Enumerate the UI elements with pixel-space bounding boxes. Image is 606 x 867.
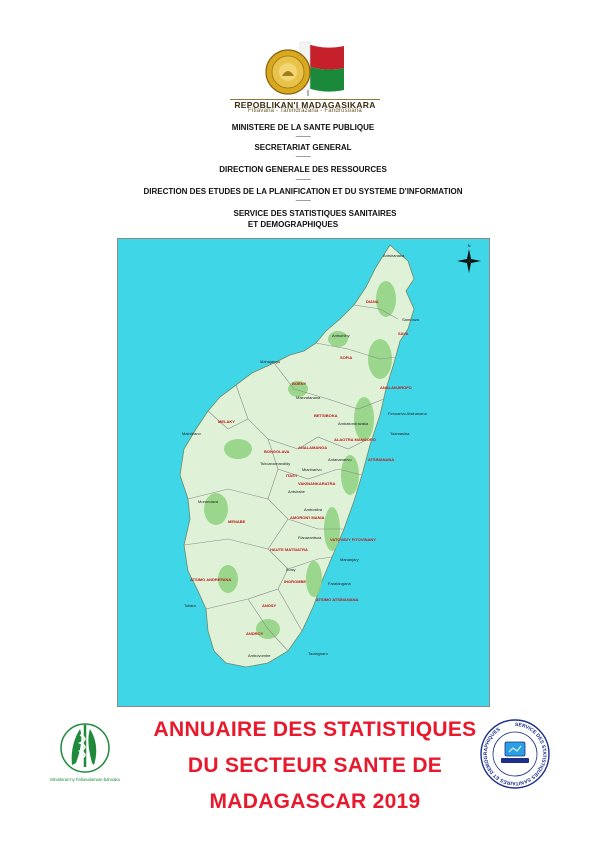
region-label: MENABE	[228, 519, 246, 524]
city-label: Ambatondrazaka	[338, 421, 369, 426]
city-label: Ihosy	[286, 567, 296, 572]
city-label: Fianarantsoa	[298, 535, 322, 540]
secretariat-name: SECRETARIAT GENERAL	[254, 143, 352, 152]
separator: ----------	[295, 177, 311, 183]
separator: ----------	[295, 198, 311, 204]
city-label: Toliara	[184, 603, 197, 608]
report-title-line3: MADAGASCAR 2019	[209, 790, 421, 813]
map-canvas: N Antsiranana Sambava Antsohihy Mahajang…	[179, 243, 481, 668]
region-label: VATOVAVY FITOVINANY	[330, 537, 376, 542]
region-label: HAUTE MATSIATRA	[270, 547, 308, 552]
report-title-line1: ANNUAIRE DES STATISTIQUES	[153, 718, 477, 741]
region-label: ATSIMO ATSINANANA	[316, 597, 358, 602]
city-label: Fenoarivo Atsinanana	[388, 411, 427, 416]
direction-general-name: DIRECTION GENERALE DES RESSOURCES	[219, 165, 387, 174]
region-label: BETSIBOKA	[314, 413, 338, 418]
region-label: DIANA	[366, 299, 379, 304]
city-label: Maintirano	[182, 431, 201, 436]
city-label: Sambava	[402, 317, 420, 322]
city-label: Antsirabe	[288, 489, 306, 494]
direction-studies-name: DIRECTION DES ETUDES DE LA PLANIFICATION…	[143, 187, 463, 196]
city-label: Tsiroanomandidy	[260, 461, 290, 466]
region-label: ATSINANANA	[368, 457, 394, 462]
report-title-line2: DU SECTEUR SANTE DE	[187, 754, 443, 777]
ministry-logo-caption: Ministeran'ny Fahasalamam-bahoaka	[50, 777, 120, 782]
service-statistics-logo: SERVICE DES STATISTIQUES SANITAIRES ET D…	[480, 719, 550, 789]
city-label: Mahajanga	[260, 359, 281, 364]
republic-seal-flag-logo	[265, 41, 344, 96]
region-label: ITASY	[286, 473, 298, 478]
region-label: SAVA	[398, 331, 409, 336]
city-label: Maevatanana	[296, 395, 321, 400]
region-label: ATSIMO ANDREFANA	[190, 577, 231, 582]
city-label: Antananarivo	[328, 457, 352, 462]
ministry-health-logo: Ministeran'ny Fahasalamam-bahoaka	[50, 723, 120, 782]
region-label: ANDROY	[246, 631, 264, 636]
region-label: BONGOLAVA	[264, 449, 290, 454]
city-label: Morondava	[198, 499, 219, 504]
city-labels: Antsiranana Sambava Antsohihy Mahajanga …	[182, 253, 427, 658]
service-name-line1: SERVICE DES STATISTIQUES SANITAIRES	[233, 209, 397, 218]
city-label: Ambositra	[304, 507, 323, 512]
region-label: BOENY	[292, 381, 307, 386]
city-label: Toamasina	[390, 431, 410, 436]
island-shape	[179, 244, 415, 668]
service-name-line2: ET DEMOGRAPHIQUES	[247, 220, 339, 229]
svg-text:N: N	[468, 243, 471, 248]
region-label: AMORON'I MANIA	[290, 515, 325, 520]
ministry-name: MINISTERE DE LA SANTE PUBLIQUE	[231, 123, 375, 132]
city-label: Miarinarivo	[302, 467, 322, 472]
separator: ----------	[295, 154, 311, 160]
region-label: ANALANJIROFO	[380, 385, 412, 390]
region-label: MELAKY	[218, 419, 235, 424]
region-boundaries	[183, 304, 399, 652]
compass-rose-icon: N	[457, 243, 481, 273]
republic-name: REPOBLIKAN'I MADAGASIKARA	[234, 100, 376, 110]
forest-patches	[204, 281, 396, 639]
city-label: Mananjary	[340, 557, 359, 562]
region-label: ANOSY	[262, 603, 277, 608]
republic-motto: Fitiavana - Tanindrazana - Fandrosoana	[248, 108, 362, 114]
madagascar-map: N Antsiranana Sambava Antsohihy Mahajang…	[117, 238, 490, 707]
city-label: Ambovombe	[248, 653, 271, 658]
region-label: IHOROMBE	[284, 579, 306, 584]
city-label: Antsiranana	[383, 253, 405, 258]
city-label: Antsohihy	[332, 333, 350, 338]
region-label: VAKINANKARATRA	[298, 481, 336, 486]
separator: ----------	[295, 134, 311, 140]
city-label: Taolagnaro	[308, 651, 329, 656]
region-label: ANALAMANGA	[298, 445, 327, 450]
region-label: ALAOTRA MANGORO	[334, 437, 376, 442]
region-labels: DIANA SAVA SOFIA BOENY ANALANJIROFO BETS…	[190, 299, 412, 636]
republic-divider	[230, 99, 380, 100]
city-label: Farafangana	[328, 581, 351, 586]
region-label: SOFIA	[340, 355, 352, 360]
